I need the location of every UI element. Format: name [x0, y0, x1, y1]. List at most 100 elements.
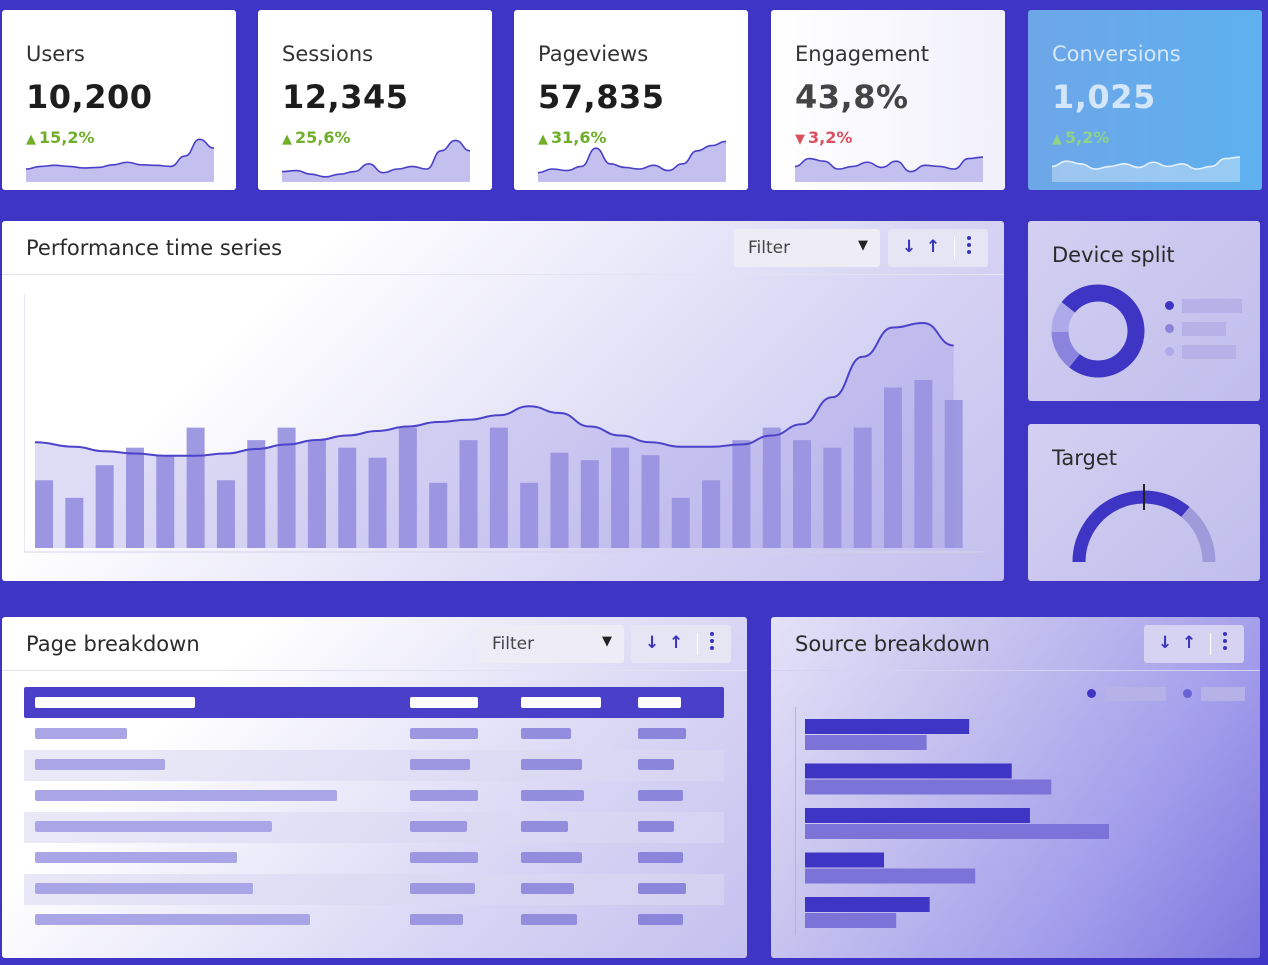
legend-dot	[1087, 689, 1096, 698]
panel-header: Source breakdown ↓ ↑	[771, 617, 1260, 671]
table-cell-placeholder	[35, 790, 337, 801]
kpi-delta: ▲ 31,6%	[538, 128, 607, 147]
legend-label-placeholder	[1182, 299, 1242, 313]
bar	[580, 460, 599, 548]
table-cell-placeholder	[410, 914, 463, 925]
sort-controls: ↓ ↑	[631, 625, 731, 663]
kpi-label: Users	[26, 42, 85, 66]
arrow-up-icon: ▲	[1052, 132, 1062, 147]
filter-dropdown[interactable]: Filter ▼	[734, 229, 880, 267]
table-cell-placeholder	[410, 883, 475, 894]
column-header-placeholder[interactable]	[638, 697, 681, 708]
kpi-value: 10,200	[26, 78, 153, 116]
sort-descending-button[interactable]: ↓	[1158, 633, 1173, 653]
more-options-icon[interactable]	[710, 632, 716, 653]
table-cell-placeholder	[521, 821, 568, 832]
kpi-delta: ▲ 15,2%	[26, 128, 95, 147]
bar	[156, 455, 175, 548]
bar-series-b	[805, 735, 927, 750]
panel-header: Performance time series Filter ▼ ↓ ↑	[2, 221, 1004, 275]
column-header-placeholder[interactable]	[410, 697, 478, 708]
sort-ascending-button[interactable]: ↑	[1182, 633, 1197, 653]
legend-dot	[1165, 301, 1174, 310]
page-breakdown-panel: Page breakdown Filter ▼ ↓ ↑	[2, 617, 747, 958]
kpi-card-engagement[interactable]: Engagement 43,8% ▼ 3,2%	[771, 10, 1005, 190]
target-gauge	[1072, 484, 1216, 563]
kpi-value: 57,835	[538, 78, 665, 116]
gauge-fill	[1072, 490, 1190, 563]
divider	[1210, 633, 1211, 655]
sparkline-line	[282, 139, 470, 178]
kpi-card-pageviews[interactable]: Pageviews 57,835 ▲ 31,6%	[514, 10, 748, 190]
bar	[884, 387, 903, 548]
bar	[489, 427, 508, 548]
panel-header: Page breakdown Filter ▼ ↓ ↑	[2, 617, 747, 671]
table-cell-placeholder	[521, 759, 582, 770]
sparkline-area	[1052, 157, 1240, 182]
bar	[186, 427, 205, 548]
table-cell-placeholder	[410, 790, 478, 801]
more-options-icon[interactable]	[1223, 632, 1229, 653]
divider	[954, 237, 955, 259]
kpi-card-users[interactable]: Users 10,200 ▲ 15,2%	[2, 10, 236, 190]
sparkline	[1052, 156, 1240, 182]
source-bar-chart	[805, 719, 1109, 928]
bar	[732, 440, 751, 548]
bar	[671, 497, 690, 548]
table-cell-placeholder	[638, 759, 674, 770]
target-panel: Target	[1028, 424, 1260, 581]
kpi-card-sessions[interactable]: Sessions 12,345 ▲ 25,6%	[258, 10, 492, 190]
table-cell-placeholder	[35, 852, 237, 863]
table-cell-placeholder	[521, 883, 574, 894]
column-header-placeholder[interactable]	[521, 697, 601, 708]
table-cell-placeholder	[521, 852, 582, 863]
legend-label-placeholder	[1201, 687, 1245, 701]
legend-label-placeholder	[1182, 345, 1236, 359]
bar	[307, 440, 326, 548]
bar	[247, 440, 266, 548]
caret-down-icon: ▼	[858, 238, 868, 253]
bar	[277, 427, 296, 548]
trend-line	[34, 321, 954, 457]
more-options-icon[interactable]	[967, 236, 973, 257]
donut-slice	[1051, 331, 1081, 368]
sparkline-area	[795, 157, 983, 182]
divider	[697, 633, 698, 655]
table-cell-placeholder	[638, 728, 686, 739]
table-cell-placeholder	[638, 852, 683, 863]
sparkline	[26, 138, 214, 182]
kpi-delta-value: 15,2%	[39, 128, 95, 147]
sparkline	[795, 156, 983, 182]
table-cell-placeholder	[35, 914, 310, 925]
kpi-card-conversions[interactable]: Conversions 1,025 ▲ 5,2%	[1028, 10, 1262, 190]
table-cell-placeholder	[35, 883, 253, 894]
kpi-delta-value: 3,2%	[808, 128, 853, 147]
table-cell-placeholder	[410, 759, 470, 770]
performance-chart	[24, 294, 984, 553]
bar	[762, 427, 781, 548]
sort-descending-button[interactable]: ↓	[645, 633, 660, 653]
bar	[65, 497, 84, 548]
bar	[611, 447, 630, 548]
arrow-down-icon: ▼	[795, 132, 805, 147]
table-cell-placeholder	[410, 852, 478, 863]
bar	[641, 455, 660, 548]
table-cell-placeholder	[35, 821, 272, 832]
bar	[702, 480, 721, 548]
sparkline-area	[282, 140, 470, 182]
sparkline	[282, 139, 470, 182]
sort-descending-button[interactable]: ↓	[902, 237, 917, 257]
arrow-up-icon: ▲	[26, 132, 36, 147]
table-cell-placeholder	[35, 728, 127, 739]
bar	[520, 482, 539, 548]
kpi-delta: ▲ 5,2%	[1052, 128, 1109, 147]
sparkline-area	[26, 139, 214, 182]
filter-dropdown[interactable]: Filter ▼	[478, 625, 624, 663]
bar	[853, 427, 872, 548]
bar	[459, 440, 478, 548]
panel-title: Page breakdown	[26, 632, 200, 656]
bar	[216, 480, 235, 548]
column-header-placeholder[interactable]	[35, 697, 195, 708]
sort-ascending-button[interactable]: ↑	[926, 237, 941, 257]
sort-ascending-button[interactable]: ↑	[669, 633, 684, 653]
